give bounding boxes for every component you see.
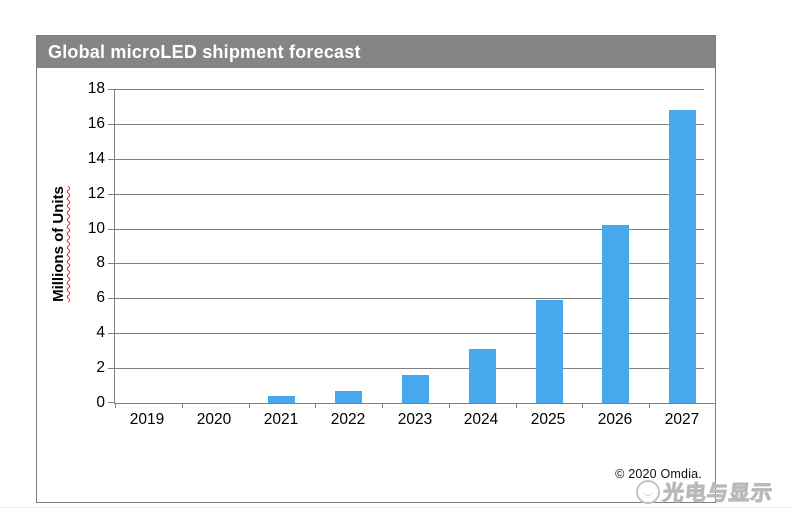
y-axis-label: 12 [87, 185, 105, 202]
y-axis-tick [108, 159, 114, 160]
chart-frame: Global microLED shipment forecast Millio… [36, 35, 716, 503]
bar [669, 110, 696, 403]
y-axis-tick [108, 194, 114, 195]
y-axis-tick [108, 89, 114, 90]
chart-title: Global microLED shipment forecast [48, 41, 361, 62]
watermark: 光电与显示 [636, 477, 775, 507]
y-axis-label: 6 [96, 289, 105, 306]
bar [335, 391, 362, 403]
x-axis-label: 2022 [330, 411, 366, 428]
page-divider [0, 507, 791, 508]
chart-title-bar: Global microLED shipment forecast [37, 36, 715, 68]
x-axis-tick [449, 403, 450, 408]
y-axis-tick [108, 368, 114, 369]
gridline [115, 124, 704, 125]
y-axis-label: 18 [87, 80, 105, 97]
gridline [115, 89, 704, 90]
bar [268, 396, 295, 403]
y-axis-label: 2 [96, 359, 105, 376]
x-axis-label: 2019 [129, 411, 165, 428]
x-axis-label: 2021 [263, 411, 299, 428]
bar [602, 225, 629, 403]
y-axis-tick [108, 333, 114, 334]
gridline [115, 298, 704, 299]
bar [536, 300, 563, 403]
x-axis-tick [582, 403, 583, 408]
y-axis-label: 8 [96, 254, 105, 271]
y-axis-tick [108, 124, 114, 125]
y-axis-tick [108, 229, 114, 230]
x-axis-label: 2027 [664, 411, 700, 428]
copyright-note: © 2020 Omdia. [615, 467, 702, 481]
gridline [115, 159, 704, 160]
x-axis-label: 2026 [597, 411, 633, 428]
watermark-logo-icon [636, 480, 660, 504]
bar [469, 349, 496, 403]
y-axis-label: 0 [96, 394, 105, 411]
gridline [115, 333, 704, 334]
y-axis-tick [108, 263, 114, 264]
x-axis-label: 2020 [196, 411, 232, 428]
y-axis-tick [108, 402, 114, 403]
gridline [115, 263, 704, 264]
plot-area [108, 89, 716, 408]
gridline [115, 194, 704, 195]
x-axis-tick [182, 403, 183, 408]
x-axis-tick [315, 403, 316, 408]
x-axis-tick [649, 403, 650, 408]
x-axis-label: 2025 [530, 411, 566, 428]
x-axis-tick [516, 403, 517, 408]
x-axis-tick [715, 403, 716, 408]
gridline [115, 229, 704, 230]
x-axis-tick [249, 403, 250, 408]
y-axis-label: 4 [96, 324, 105, 341]
y-axis-label: 16 [87, 115, 105, 132]
x-axis-tick [115, 403, 116, 408]
y-axis-tick [108, 298, 114, 299]
x-axis-label: 2023 [397, 411, 433, 428]
y-axis-label: 10 [87, 220, 105, 237]
bar [402, 375, 429, 403]
x-axis-label: 2024 [463, 411, 499, 428]
gridline [115, 368, 704, 369]
x-axis-tick [382, 403, 383, 408]
watermark-text: 光电与显示 [661, 482, 775, 506]
y-axis-label: 14 [87, 150, 105, 167]
